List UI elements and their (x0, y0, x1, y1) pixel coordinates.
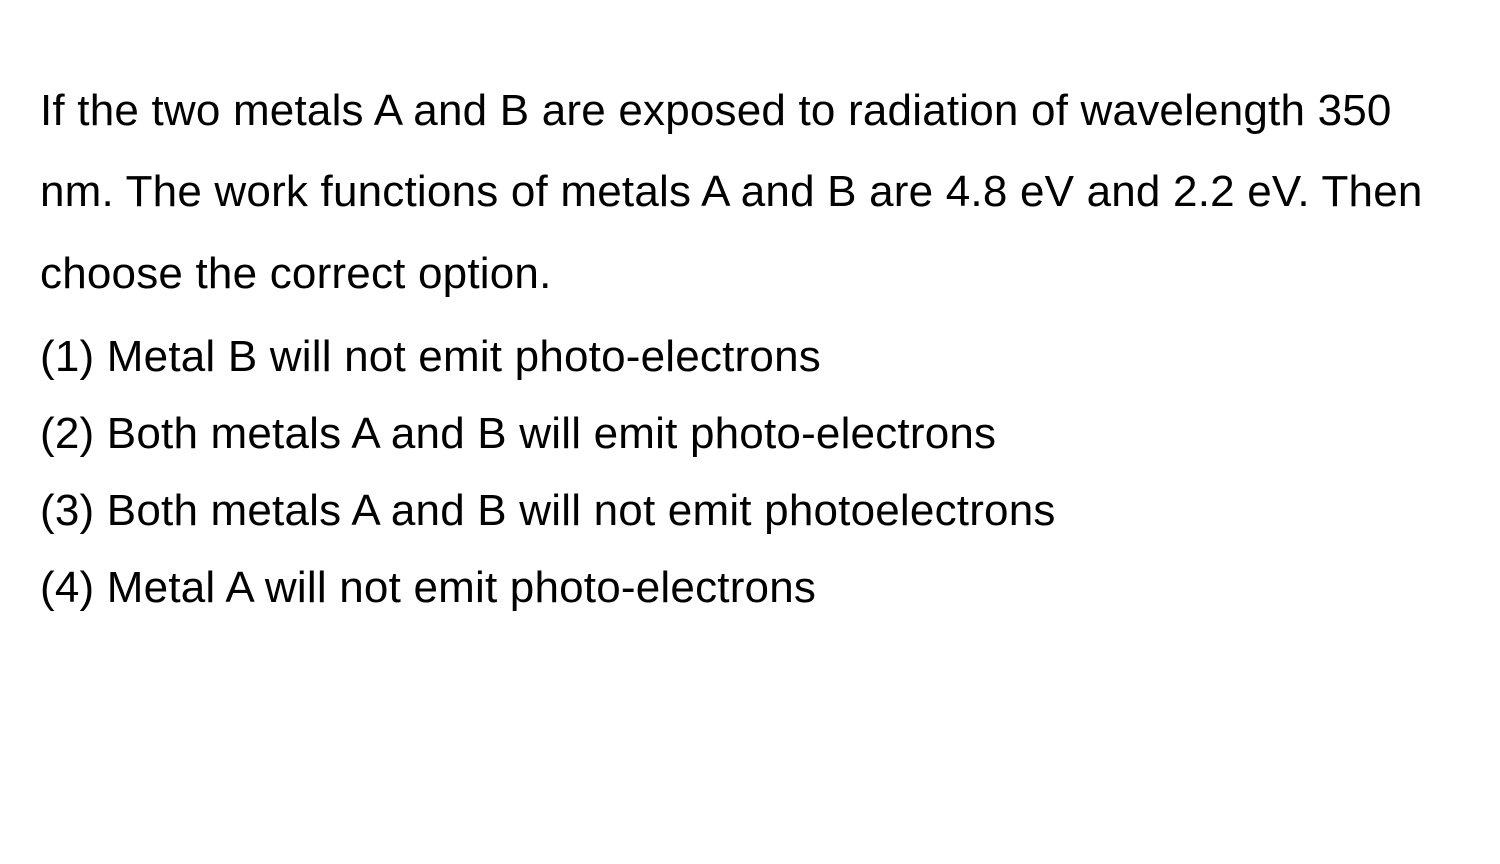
option-2: (2) Both metals A and B will emit photo-… (40, 395, 1460, 472)
option-1: (1) Metal B will not emit photo-electron… (40, 318, 1460, 395)
options-list: (1) Metal B will not emit photo-electron… (40, 318, 1460, 626)
option-3: (3) Both metals A and B will not emit ph… (40, 472, 1460, 549)
question-stem: If the two metals A and B are exposed to… (40, 70, 1460, 314)
option-4: (4) Metal A will not emit photo-electron… (40, 549, 1460, 626)
